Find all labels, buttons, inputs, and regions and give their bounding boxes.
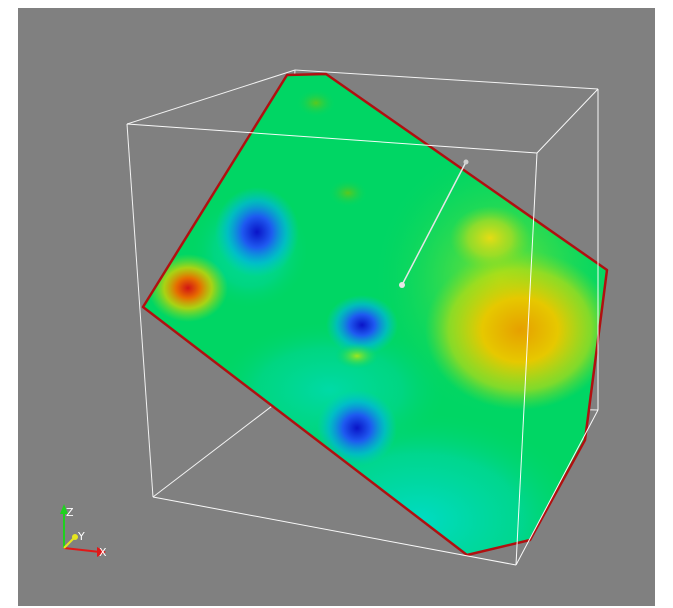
y-axis <box>63 537 75 549</box>
z-axis-arrowhead <box>60 504 68 514</box>
plane-normal-line[interactable] <box>401 161 467 286</box>
y-axis-arrowhead <box>72 534 78 540</box>
x-axis-arrowhead <box>97 547 106 557</box>
y-axis-label: Y <box>77 530 85 543</box>
plane-origin-handle[interactable] <box>399 282 405 288</box>
bounding-box-front-edges <box>126 88 599 566</box>
render-viewport[interactable]: Z Y X <box>18 8 655 606</box>
slice-plane-outline <box>141 72 609 557</box>
plane-widget-handle[interactable] <box>399 159 469 289</box>
x-axis-label: X <box>99 546 107 559</box>
3d-scene[interactable]: Z Y X <box>18 8 655 606</box>
slice-plane[interactable] <box>143 74 630 606</box>
plane-normal-tip-handle[interactable] <box>463 159 469 165</box>
orientation-axes: Z Y X <box>60 504 107 559</box>
x-axis <box>63 547 101 553</box>
z-axis-label: Z <box>66 506 74 519</box>
